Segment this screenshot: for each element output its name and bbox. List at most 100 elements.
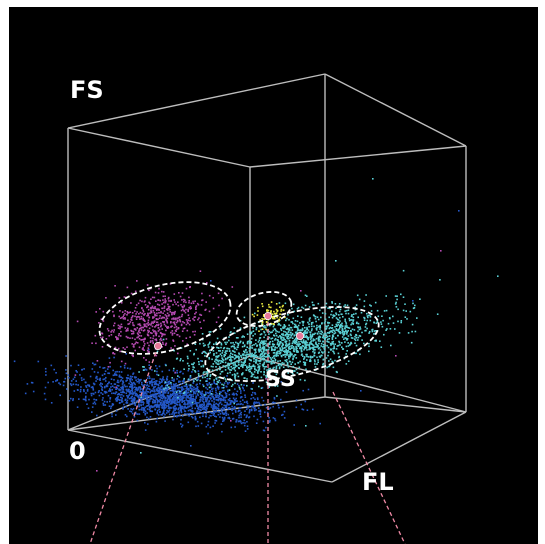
data-point	[284, 339, 286, 341]
data-point	[187, 319, 190, 321]
data-point	[134, 377, 136, 379]
data-point	[306, 326, 308, 329]
data-point	[394, 328, 396, 330]
data-point	[161, 328, 163, 330]
data-point	[323, 345, 325, 348]
data-point	[310, 343, 312, 345]
data-point	[152, 388, 155, 390]
data-point	[66, 388, 68, 390]
data-point	[159, 404, 161, 406]
data-point	[166, 383, 168, 386]
data-point	[151, 384, 153, 387]
data-point	[285, 319, 287, 322]
data-point	[112, 352, 114, 355]
data-point	[204, 396, 206, 399]
data-point	[200, 314, 203, 316]
box-edge-front-bottom-right	[324, 396, 467, 413]
data-point	[159, 341, 161, 343]
data-point	[131, 384, 134, 386]
data-point	[166, 402, 168, 404]
data-point	[328, 335, 331, 337]
data-point	[183, 327, 186, 329]
data-point	[213, 382, 216, 384]
data-point	[363, 305, 366, 308]
data-point	[227, 362, 229, 365]
data-point	[244, 351, 246, 354]
outlier-point	[190, 445, 192, 447]
data-point	[141, 409, 143, 411]
data-point	[235, 341, 237, 344]
data-point	[202, 372, 205, 374]
data-point	[211, 393, 214, 396]
data-point	[167, 400, 169, 403]
data-point	[313, 354, 315, 357]
data-point	[309, 336, 312, 338]
data-point	[137, 323, 139, 326]
data-point	[138, 396, 140, 399]
axis-label-fs: FS	[70, 76, 104, 104]
data-point	[333, 332, 335, 335]
data-point	[194, 400, 197, 403]
data-point	[108, 381, 110, 383]
data-point	[177, 408, 180, 411]
data-point	[179, 319, 181, 322]
data-point	[149, 332, 152, 334]
data-point	[257, 356, 259, 358]
data-point	[146, 400, 148, 403]
data-point	[173, 414, 175, 417]
data-point	[152, 341, 154, 344]
data-point	[156, 370, 158, 373]
data-point	[280, 337, 282, 340]
data-point	[92, 393, 95, 395]
data-point	[74, 374, 77, 376]
data-point	[254, 398, 256, 401]
data-point	[151, 325, 154, 328]
data-point	[268, 421, 271, 423]
data-point	[127, 312, 129, 314]
data-point	[236, 342, 239, 345]
data-point	[182, 340, 184, 342]
data-point	[307, 388, 310, 391]
gate-magenta-cluster[interactable]	[92, 270, 238, 366]
data-point	[109, 397, 112, 399]
data-point	[201, 390, 204, 393]
data-point	[149, 312, 151, 314]
data-point	[117, 381, 120, 384]
data-point	[209, 393, 212, 395]
data-point	[233, 362, 235, 364]
data-point	[117, 379, 119, 382]
data-point	[246, 342, 249, 344]
data-point	[497, 275, 499, 277]
data-point	[256, 345, 258, 347]
data-point	[138, 380, 140, 382]
data-point	[246, 353, 248, 356]
data-point	[189, 393, 192, 396]
data-point	[298, 366, 301, 369]
data-point	[176, 328, 178, 331]
data-point	[224, 361, 227, 364]
data-point	[340, 326, 342, 328]
data-point	[236, 360, 238, 362]
data-point	[241, 396, 243, 398]
gate-cyan-cluster[interactable]	[198, 292, 386, 395]
data-point	[296, 320, 299, 323]
data-point	[289, 336, 291, 339]
data-point	[363, 319, 366, 321]
data-point	[330, 344, 332, 346]
data-point	[171, 379, 173, 382]
data-point	[143, 409, 146, 411]
data-point	[90, 394, 93, 397]
data-point	[181, 401, 184, 403]
data-point	[117, 334, 120, 337]
data-point	[148, 375, 151, 378]
data-point	[167, 391, 170, 394]
data-point	[206, 282, 208, 284]
data-point	[276, 347, 278, 349]
data-point	[13, 360, 16, 363]
data-point	[170, 393, 173, 396]
data-point	[151, 395, 153, 397]
data-point	[311, 328, 313, 330]
data-point	[140, 326, 143, 329]
data-point	[168, 307, 170, 309]
data-point	[189, 384, 192, 386]
